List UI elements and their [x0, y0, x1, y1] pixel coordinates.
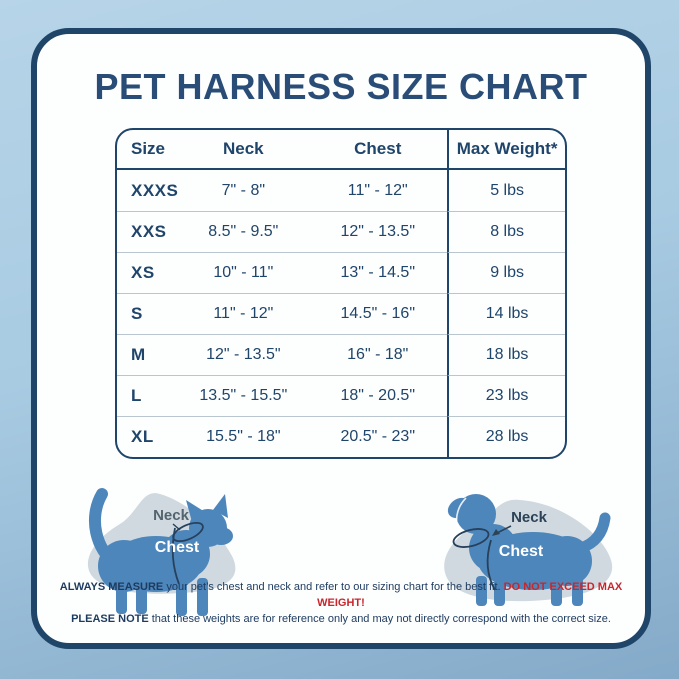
cell-chest: 16" - 18" [308, 334, 448, 375]
col-header-size: Size [117, 130, 179, 170]
chart-card: PET HARNESS SIZE CHART Size Neck Chest M… [31, 28, 651, 649]
footer-line-1: ALWAYS MEASURE your pet’s chest and neck… [47, 580, 635, 612]
cell-chest: 20.5" - 23" [308, 416, 448, 457]
cell-max-weight: 9 lbs [447, 252, 565, 293]
cell-chest: 12" - 13.5" [308, 211, 448, 252]
chest-strap-line [486, 539, 496, 591]
cell-size: L [117, 375, 179, 416]
dog-chest-label: Chest [499, 543, 544, 560]
page-title: PET HARNESS SIZE CHART [94, 66, 588, 107]
footer-line-1-text: your pet’s chest and neck and refer to o… [163, 581, 504, 594]
table-row: XXXS 7" - 8" 11" - 12" 5 lbs [117, 170, 565, 211]
cell-size: S [117, 293, 179, 334]
table-row: XL 15.5" - 18" 20.5" - 23" 28 lbs [117, 416, 565, 457]
cell-chest: 14.5" - 16" [308, 293, 448, 334]
cell-chest: 11" - 12" [347, 181, 408, 199]
cell-neck: 12" - 13.5" [178, 334, 309, 375]
always-measure-label: ALWAYS MEASURE [59, 581, 164, 594]
max-weight-warning: DO NOT EXCEED MAX WEIGHT! [317, 581, 623, 610]
please-note-label: PLEASE NOTE [71, 613, 149, 626]
table-header-row: Size Neck Chest Max Weight* [117, 130, 565, 170]
cell-chest: 13" - 14.5" [308, 252, 448, 293]
cell-neck: 11" - 12" [178, 293, 309, 334]
size-chart-table: Size Neck Chest Max Weight* XXXS 7" - 8"… [115, 128, 567, 459]
cell-chest: 18" - 20.5" [308, 375, 448, 416]
cell-neck: 13.5" - 15.5" [178, 375, 309, 416]
cat-neck-label: Neck [153, 507, 190, 524]
cell-max-weight: 14 lbs [447, 293, 565, 334]
dog-silhouette [447, 494, 611, 606]
cat-measure-icon: Neck Chest [87, 488, 236, 616]
col-header-max-weight: Max Weight* [447, 130, 565, 170]
cell-size: M [117, 334, 179, 375]
table-row: S 11" - 12" 14.5" - 16" 14 lbs [117, 293, 565, 334]
cell-neck: 15.5" - 18" [178, 416, 309, 457]
dog-illustration: Neck Chest [421, 486, 621, 611]
cat-silhouette [89, 488, 233, 616]
cell-max-weight: 18 lbs [447, 334, 565, 375]
cell-size: XL [117, 416, 179, 457]
table-row: M 12" - 13.5" 16" - 18" 18 lbs [117, 334, 565, 375]
neck-loop-line [452, 528, 490, 548]
dog-neck-label: Neck [511, 509, 548, 526]
head-highlight-line [455, 497, 467, 535]
cat-chest-label: Chest [155, 539, 200, 556]
cat-illustration: Neck Chest [76, 478, 251, 623]
footer-line-2: PLEASE NOTE that these weights are for r… [47, 612, 635, 628]
table-row: L 13.5" - 15.5" 18" - 20.5" 23 lbs [117, 375, 565, 416]
cell-neck: 10" - 11" [178, 252, 309, 293]
col-header-chest: Chest [308, 130, 448, 170]
cell-size: XXXS [131, 180, 179, 200]
chest-strap-line [171, 527, 180, 585]
footer-note: ALWAYS MEASURE your pet’s chest and neck… [47, 580, 635, 628]
cell-size: XS [117, 252, 179, 293]
col-header-neck: Neck [178, 130, 309, 170]
cell-max-weight: 23 lbs [447, 375, 565, 416]
cell-neck: 8.5" - 9.5" [178, 211, 309, 252]
cell-max-weight: 5 lbs [447, 170, 565, 211]
cell-size: XXS [117, 211, 179, 252]
dog-measure-icon: Neck Chest [444, 494, 613, 606]
table-row: XXS 8.5" - 9.5" 12" - 13.5" 8 lbs [117, 211, 565, 252]
cell-max-weight: 8 lbs [447, 211, 565, 252]
table-row: XS 10" - 11" 13" - 14.5" 9 lbs [117, 252, 565, 293]
cell-max-weight: 28 lbs [447, 416, 565, 457]
cell-neck: 7" - 8" [221, 181, 266, 199]
neck-arrow-icon [492, 529, 500, 536]
footer-line-2-text: that these weights are for reference onl… [148, 613, 611, 626]
